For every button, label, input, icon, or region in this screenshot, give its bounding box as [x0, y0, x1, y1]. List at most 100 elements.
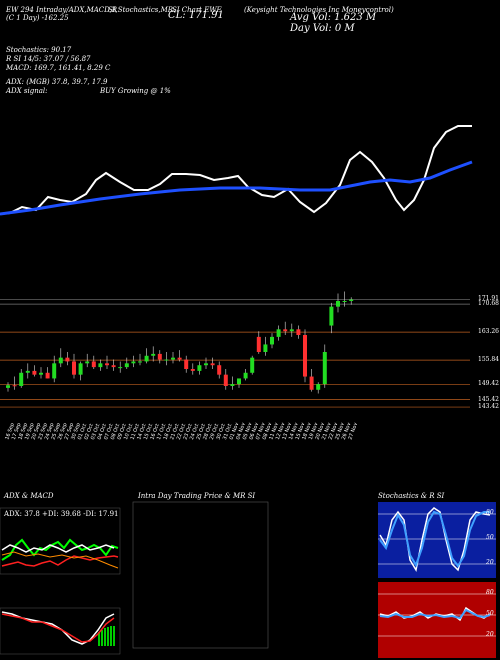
- candle-body: [243, 372, 248, 379]
- company-name: (Keysight Technologies Inc Moneycontrol): [244, 6, 394, 14]
- candle-body: [157, 353, 162, 360]
- candle-body: [256, 336, 261, 352]
- candle-body: [72, 361, 76, 375]
- x-tick-label: 04 Oct: [97, 423, 108, 441]
- candle-body: [19, 372, 24, 386]
- candle-body: [65, 357, 70, 362]
- price-trend-line: [0, 125, 472, 215]
- candle-body: [263, 344, 268, 352]
- candle-body: [309, 376, 314, 390]
- price-levels: [0, 299, 470, 408]
- x-tick-label: 08 Oct: [110, 423, 121, 441]
- x-tick-label: 24 Sep: [44, 422, 56, 440]
- candle-body: [177, 357, 182, 360]
- x-tick-label: 20 Nov: [314, 422, 326, 441]
- moving-average-chart: [0, 125, 473, 216]
- x-tick-label: 11 Oct: [130, 423, 141, 441]
- x-tick-label: 14 Nov: [288, 422, 300, 441]
- x-tick-label: 09 Oct: [116, 423, 127, 441]
- stoch-white-line: [379, 507, 491, 573]
- x-tick-label: 02 Oct: [83, 423, 94, 441]
- x-tick-label: 18 Sep: [17, 422, 29, 440]
- candle-body: [289, 329, 294, 332]
- adx-signal-label: ADX signal:: [6, 87, 48, 95]
- x-tick-label: 24 Oct: [189, 423, 200, 441]
- x-tick-label: 29 Oct: [209, 423, 220, 441]
- macd-histogram: [98, 626, 115, 646]
- x-tick-label: 01 Nov: [229, 422, 241, 441]
- adx-signal-value: BUY Growing @ 1%: [100, 87, 171, 95]
- close-price: CL: 171.91: [168, 10, 224, 21]
- candle-body: [197, 365, 202, 371]
- x-tick-label: 18 Oct: [163, 423, 174, 441]
- stoch-readout: Stochastics: 90.17: [6, 46, 72, 54]
- x-tick-label: 23 Oct: [182, 423, 193, 441]
- stochastics-panel: [378, 502, 496, 658]
- candle-body: [303, 335, 307, 377]
- x-tick-label: 01 Oct: [77, 423, 88, 441]
- candle-body: [171, 357, 175, 360]
- x-tick-label: 28 Oct: [202, 423, 213, 441]
- candle-body: [52, 363, 57, 379]
- x-tick-label: 06 Nov: [248, 422, 260, 441]
- x-tick-label: 15 Nov: [295, 422, 307, 441]
- candle-body: [131, 361, 136, 364]
- candle-body: [111, 365, 116, 368]
- x-tick-label: 19 Sep: [24, 422, 36, 440]
- candle-body: [144, 355, 149, 362]
- candle-body: [336, 301, 340, 307]
- candle-body: [204, 363, 208, 366]
- header-line1-right: SI Chart EWF: [172, 6, 222, 14]
- intraday-panel: [132, 501, 269, 649]
- avg-volume: Avg Vol: 1.623 M: [290, 12, 377, 23]
- day-volume: Day Vol: 0 M: [290, 23, 355, 34]
- candle-body: [329, 306, 334, 326]
- price-level-label: 149.42: [478, 380, 499, 388]
- macd-readout: MACD: 169.7, 161.41, 8.29 C: [6, 64, 111, 72]
- candle-body: [283, 329, 288, 332]
- candle-body: [342, 301, 347, 302]
- candle-body: [164, 359, 169, 361]
- candle-body: [237, 378, 241, 385]
- candle-body: [138, 361, 142, 363]
- stoch-tick-50: 50: [486, 534, 494, 541]
- x-tick-label: 18 Nov: [301, 422, 313, 441]
- x-tick-label: 30 Oct: [215, 423, 226, 441]
- adx-readout: ADX: (MGB) 37.8, 39.7, 17.9: [6, 78, 108, 86]
- rsi-blue-line: [379, 608, 491, 620]
- candle-body: [12, 385, 17, 387]
- candle-body: [250, 357, 255, 373]
- candle-body: [217, 365, 222, 375]
- x-tick-label: 21 Oct: [169, 423, 180, 441]
- candle-body: [230, 384, 235, 386]
- x-tick-label: 25 Oct: [196, 423, 207, 441]
- x-tick-label: 21 Nov: [321, 422, 333, 441]
- moving-average-line: [0, 160, 473, 216]
- price-level-label: 170.68: [478, 300, 499, 308]
- candle-body: [78, 363, 83, 375]
- candle-body: [91, 361, 96, 368]
- stoch-blue-line: [379, 510, 490, 568]
- x-tick-label: 03 Oct: [90, 423, 101, 441]
- candle-body: [316, 384, 321, 390]
- candle-body: [124, 363, 129, 368]
- x-tick-label: 30 Sep: [70, 422, 82, 440]
- x-tick-label: 10 Oct: [123, 423, 134, 441]
- x-tick-label: 25 Nov: [334, 422, 346, 441]
- candle-body: [105, 363, 109, 366]
- rsi-tick-80: 80: [486, 589, 494, 596]
- x-tick-label: 07 Nov: [255, 422, 267, 441]
- x-tick-label: 31 Oct: [222, 423, 233, 441]
- candle-body: [322, 352, 327, 385]
- rsi-readout: R SI 14/5: 37.07 / 56.87: [6, 55, 91, 63]
- header-line2-left: (C 1 Day) -162.25: [6, 14, 69, 22]
- x-tick-label: 25 Sep: [50, 422, 62, 440]
- stoch-tick-20: 20: [486, 559, 494, 566]
- candle-body: [98, 363, 103, 368]
- candle-body: [349, 299, 354, 301]
- x-tick-label: 08 Nov: [262, 422, 274, 441]
- candle-body: [276, 329, 281, 337]
- x-tick-label: 19 Nov: [308, 422, 320, 441]
